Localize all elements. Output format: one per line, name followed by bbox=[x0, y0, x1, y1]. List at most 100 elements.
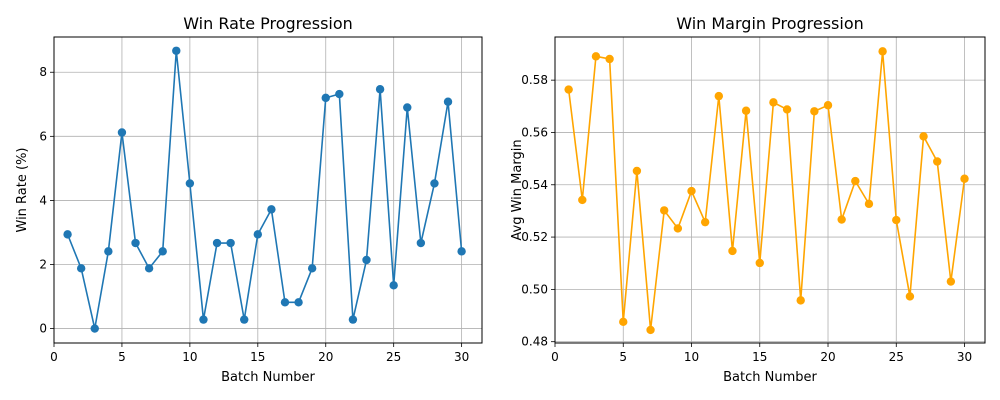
chart-title: Win Margin Progression bbox=[676, 14, 864, 33]
data-point bbox=[212, 238, 222, 248]
data-point bbox=[578, 195, 587, 205]
data-point bbox=[226, 238, 235, 248]
chart-title: Win Rate Progression bbox=[183, 14, 353, 33]
y-axis-label: Avg Win Margin bbox=[510, 139, 525, 240]
x-tick-label: 25 bbox=[386, 350, 401, 364]
data-point bbox=[131, 238, 140, 248]
x-tick-label: 25 bbox=[889, 350, 904, 364]
data-point bbox=[851, 176, 860, 186]
y-tick-label: 0.56 bbox=[521, 125, 548, 139]
data-point bbox=[457, 247, 466, 256]
win-rate-chart: 0 5 10 15 20 25 30 0 2 4 6 8 Win Rate Progression B… bbox=[15, 14, 483, 385]
series bbox=[63, 46, 466, 333]
x-tick-label: 15 bbox=[752, 350, 767, 364]
data-point bbox=[660, 206, 669, 215]
data-point bbox=[700, 217, 710, 227]
x-tick-label: 10 bbox=[684, 350, 699, 364]
ticks: 0 5 10 15 20 25 30 0 2 4 6 8 bbox=[39, 65, 469, 364]
x-tick-label: 15 bbox=[250, 350, 265, 364]
data-point bbox=[591, 52, 601, 61]
y-tick-label: 6 bbox=[39, 129, 47, 143]
x-axis-label: Batch Number bbox=[221, 370, 315, 385]
y-tick-label: 0.48 bbox=[521, 335, 548, 349]
data-point bbox=[864, 199, 874, 209]
data-point bbox=[240, 315, 249, 324]
data-point bbox=[185, 179, 195, 188]
data-point bbox=[782, 105, 792, 114]
data-point bbox=[389, 281, 398, 290]
x-tick-label: 5 bbox=[118, 350, 126, 364]
data-point bbox=[714, 91, 724, 101]
data-point bbox=[905, 292, 915, 301]
grid bbox=[53, 37, 482, 343]
data-point bbox=[76, 264, 86, 273]
data-point bbox=[673, 224, 683, 233]
x-tick-label: 30 bbox=[957, 350, 972, 364]
data-point bbox=[632, 166, 642, 176]
series-line bbox=[567, 51, 966, 331]
data-point bbox=[144, 264, 154, 273]
ticks: 0 5 10 15 20 25 30 0.48 0.50 0.52 0.54 0.56 0.58 bbox=[521, 73, 972, 364]
data-point bbox=[416, 238, 426, 248]
data-point bbox=[564, 85, 573, 94]
data-point bbox=[892, 215, 901, 225]
data-point bbox=[335, 89, 344, 99]
data-point bbox=[321, 93, 330, 103]
x-tick-label: 5 bbox=[619, 350, 627, 364]
y-tick-label: 0 bbox=[39, 322, 47, 336]
y-tick-label: 0.50 bbox=[521, 282, 548, 296]
x-tick-label: 0 bbox=[551, 350, 559, 364]
data-point bbox=[63, 230, 72, 239]
data-point bbox=[646, 325, 655, 335]
y-tick-label: 8 bbox=[39, 65, 47, 79]
data-point bbox=[430, 179, 439, 188]
y-tick-label: 0.58 bbox=[521, 73, 548, 87]
data-point bbox=[741, 106, 751, 115]
data-point bbox=[837, 215, 846, 224]
data-point bbox=[104, 247, 113, 256]
data-point bbox=[769, 98, 778, 107]
data-point bbox=[362, 255, 371, 265]
series bbox=[564, 47, 969, 335]
plot-frame bbox=[554, 36, 986, 344]
y-tick-label: 4 bbox=[39, 193, 47, 207]
x-tick-label: 20 bbox=[820, 350, 835, 364]
data-point bbox=[267, 205, 276, 214]
data-point bbox=[933, 157, 942, 166]
data-point bbox=[280, 298, 290, 307]
win-margin-chart: 0 5 10 15 20 25 30 0.48 0.50 0.52 0.54 0.56 0.58 Win… bbox=[510, 14, 986, 385]
data-point bbox=[919, 132, 928, 141]
plot-frame bbox=[53, 36, 483, 344]
data-point bbox=[199, 315, 208, 324]
y-tick-label: 0.54 bbox=[521, 178, 548, 192]
data-point bbox=[307, 264, 317, 273]
x-tick-label: 20 bbox=[318, 350, 333, 364]
data-point bbox=[755, 258, 764, 268]
grid bbox=[554, 37, 985, 343]
data-point bbox=[946, 277, 956, 286]
y-tick-label: 2 bbox=[39, 257, 47, 271]
data-point bbox=[348, 315, 358, 324]
x-tick-label: 0 bbox=[50, 350, 58, 364]
x-tick-label: 30 bbox=[454, 350, 469, 364]
y-axis-label: Win Rate (%) bbox=[15, 148, 30, 233]
data-point bbox=[117, 128, 127, 137]
data-point bbox=[796, 296, 805, 305]
data-point bbox=[687, 186, 696, 196]
data-point bbox=[158, 247, 167, 256]
data-point bbox=[960, 174, 969, 183]
data-point bbox=[294, 298, 303, 307]
data-point bbox=[619, 317, 628, 327]
x-tick-label: 10 bbox=[182, 350, 197, 364]
data-point bbox=[90, 324, 99, 333]
series-line bbox=[66, 50, 463, 329]
y-tick-label: 0.52 bbox=[521, 230, 548, 244]
data-point bbox=[172, 46, 181, 55]
data-point bbox=[605, 54, 614, 64]
data-point bbox=[375, 85, 385, 94]
data-point bbox=[810, 107, 819, 116]
data-point bbox=[253, 230, 263, 239]
data-point bbox=[823, 101, 833, 110]
data-point bbox=[403, 103, 412, 112]
